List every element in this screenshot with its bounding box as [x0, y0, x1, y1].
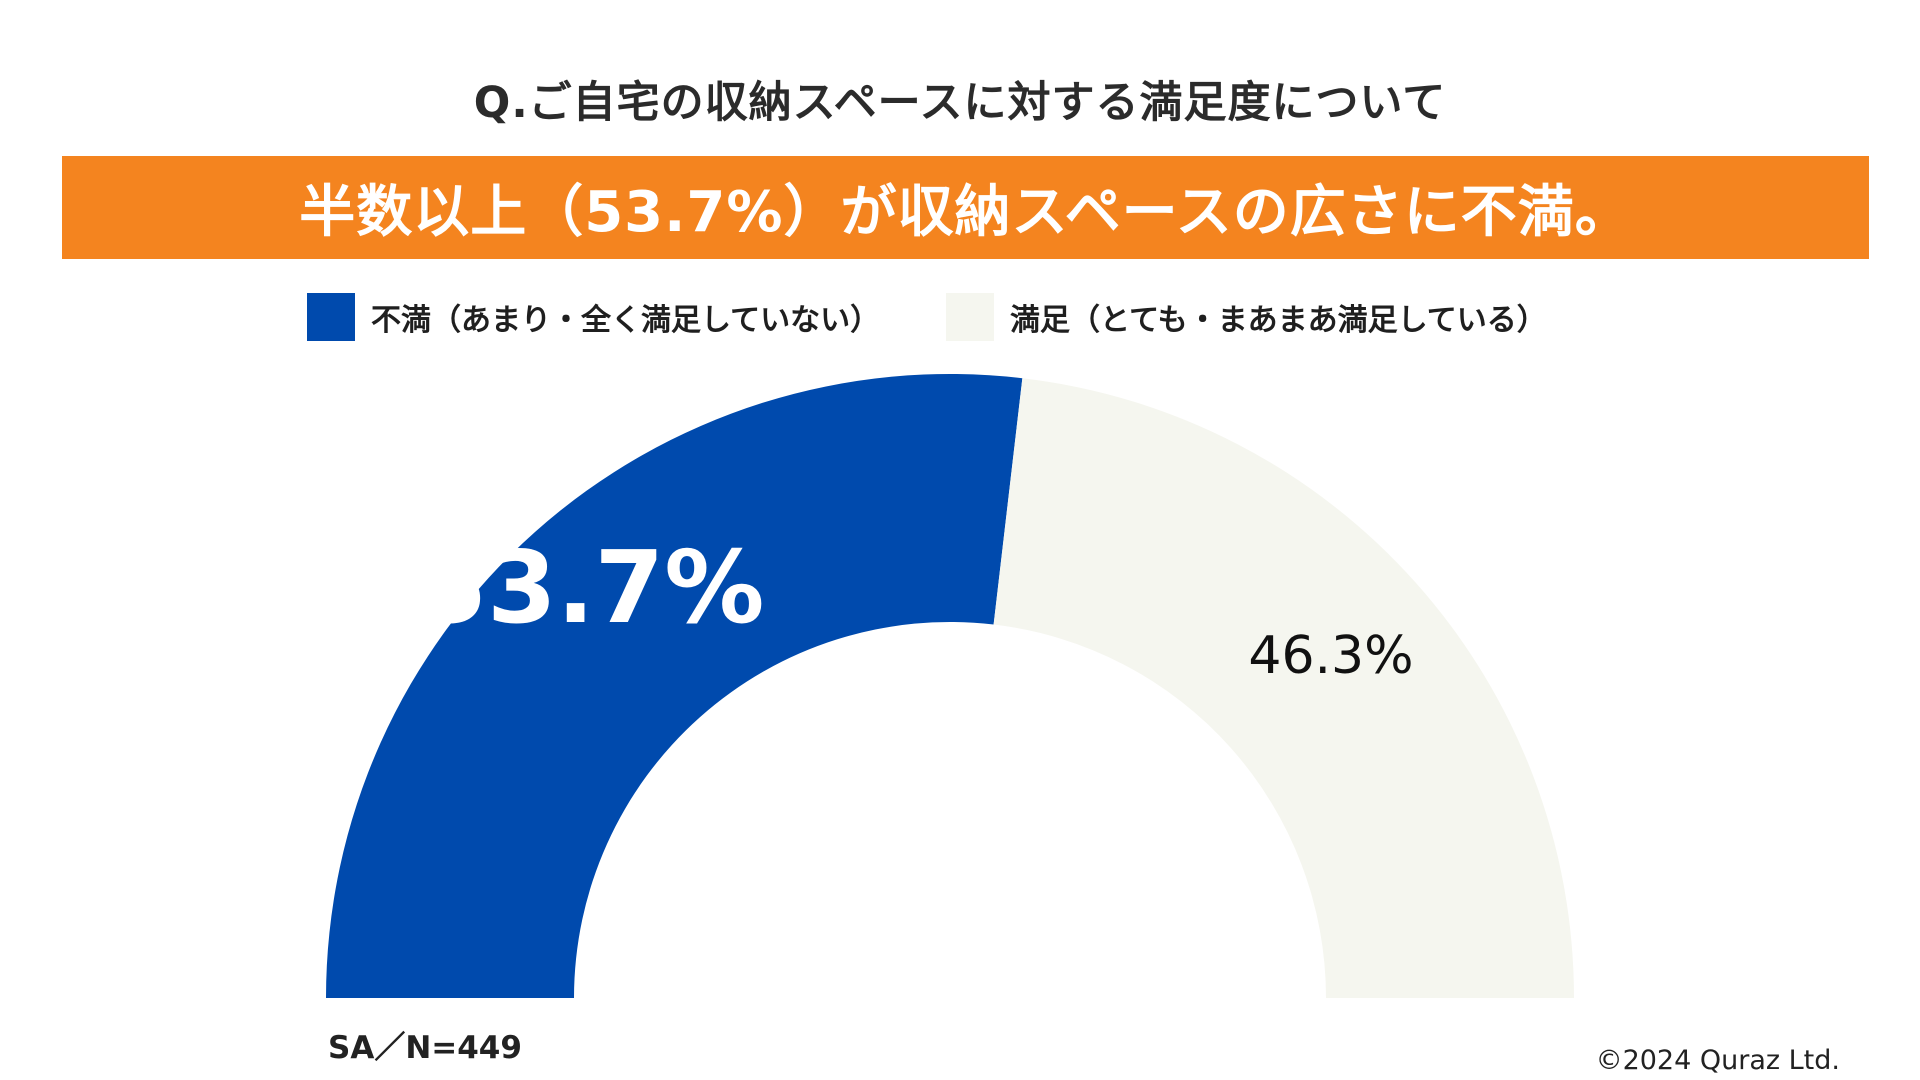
chart-question-title: Q.ご自宅の収納スペースに対する満足度について [473, 78, 1447, 128]
copyright-text: ©2024 Quraz Ltd. [1595, 1045, 1840, 1076]
headline-banner: 半数以上（53.7%）が収納スペースの広さに不満。 [62, 156, 1869, 259]
legend-item-dissatisfied: 不満（あまり・全く満足していない） [307, 292, 880, 342]
value-label-dissatisfied: 53.7% [418, 529, 765, 646]
legend-swatch-satisfied [946, 293, 994, 341]
gauge-segment-satisfied [993, 378, 1574, 999]
legend-label-satisfied: 満足（とても・まあまあ満足している） [1010, 303, 1547, 338]
legend-item-satisfied: 満足（とても・まあまあ満足している） [946, 292, 1547, 342]
sample-size-note: SA／N=449 [328, 1030, 522, 1066]
gauge-segment-dissatisfied [326, 373, 1023, 998]
headline-text: 半数以上（53.7%）が収納スペースの広さに不満。 [299, 180, 1632, 245]
value-label-satisfied: 46.3% [1248, 626, 1413, 686]
chart-legend: 不満（あまり・全く満足していない） 満足（とても・まあまあ満足している） [0, 292, 1920, 342]
legend-swatch-dissatisfied [307, 293, 355, 341]
legend-label-dissatisfied: 不満（あまり・全く満足していない） [371, 303, 881, 338]
